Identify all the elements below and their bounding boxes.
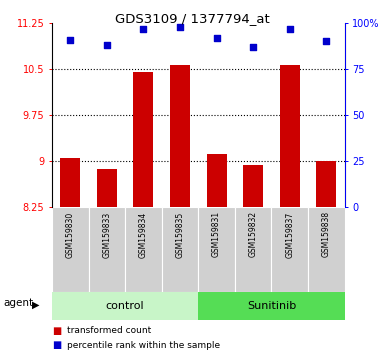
Text: ▶: ▶: [32, 299, 39, 309]
Bar: [280, 65, 300, 207]
Bar: [198, 207, 235, 292]
Point: [140, 26, 146, 32]
Text: GSM159837: GSM159837: [285, 211, 294, 258]
Bar: [235, 207, 271, 292]
Bar: [52, 207, 89, 292]
Bar: [162, 207, 198, 292]
Text: percentile rank within the sample: percentile rank within the sample: [67, 341, 221, 350]
Bar: [60, 158, 80, 207]
Point: [323, 39, 329, 44]
Bar: [89, 207, 125, 292]
Text: ■: ■: [52, 326, 61, 336]
Point: [104, 42, 110, 48]
Bar: [170, 65, 190, 207]
Point: [177, 24, 183, 29]
Text: GSM159832: GSM159832: [249, 211, 258, 257]
Text: GSM159833: GSM159833: [102, 211, 111, 258]
Text: GSM159831: GSM159831: [212, 211, 221, 257]
Bar: [125, 207, 162, 292]
Text: transformed count: transformed count: [67, 326, 152, 336]
Text: GSM159834: GSM159834: [139, 211, 148, 258]
Text: GSM159838: GSM159838: [322, 211, 331, 257]
Text: agent: agent: [4, 298, 34, 308]
Bar: [308, 207, 345, 292]
Text: GSM159835: GSM159835: [176, 211, 184, 258]
Bar: [206, 154, 227, 207]
Point: [286, 26, 293, 32]
Text: control: control: [106, 301, 144, 311]
Point: [213, 35, 219, 41]
Bar: [198, 292, 345, 320]
Text: Sunitinib: Sunitinib: [247, 301, 296, 311]
Bar: [97, 169, 117, 207]
Point: [250, 44, 256, 50]
Bar: [271, 207, 308, 292]
Text: GSM159830: GSM159830: [66, 211, 75, 258]
Point: [67, 37, 73, 42]
Text: ■: ■: [52, 340, 61, 350]
Bar: [133, 72, 154, 207]
Bar: [316, 161, 336, 207]
Bar: [243, 165, 263, 207]
Text: GDS3109 / 1377794_at: GDS3109 / 1377794_at: [115, 12, 270, 25]
Bar: [52, 292, 198, 320]
